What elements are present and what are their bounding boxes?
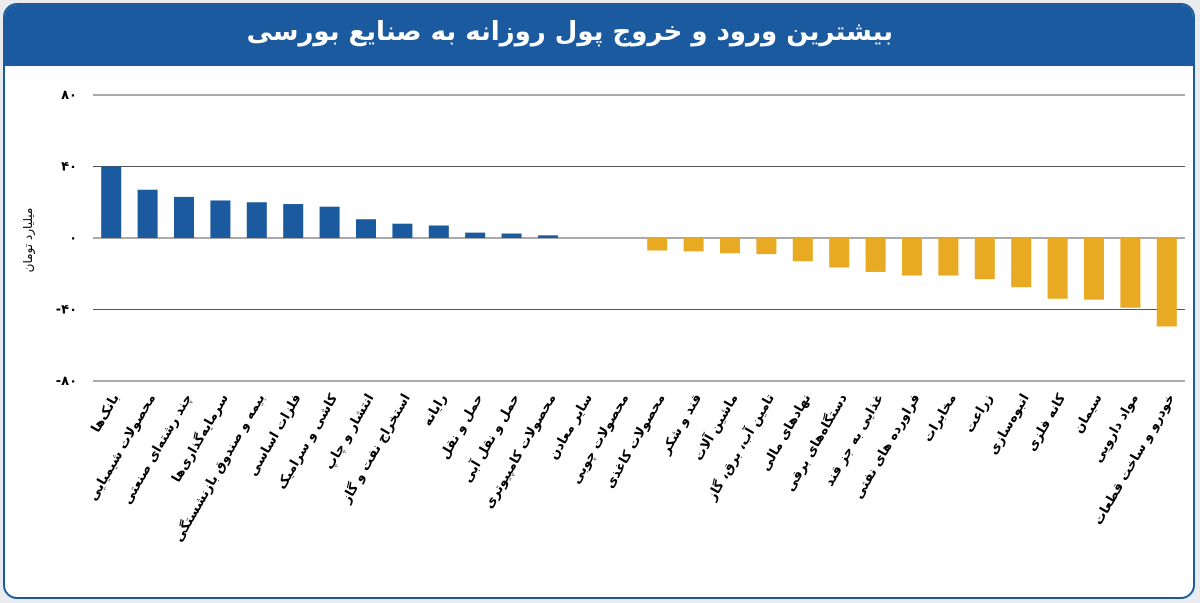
bar [647,238,668,251]
bar [683,238,704,252]
bar [501,233,522,238]
bar [1156,238,1177,327]
x-tick-label: بانک‌ها [89,392,123,436]
x-tick-label: سیمان [1071,392,1105,437]
bar [829,238,850,268]
bar [392,223,413,238]
bars [101,166,1177,327]
chart-frame: بیشترین ورود و خروج پول روزانه به صنایع … [3,3,1195,599]
y-tick-label: -۸۰ [56,374,77,389]
y-tick-label: -۴۰ [56,303,77,318]
bar [465,232,486,238]
bar [428,225,449,238]
bar [537,235,559,238]
bar [1047,238,1068,299]
x-tick-label: محصولات شیمیایی [86,392,159,504]
bar [319,206,340,238]
bar [719,238,741,254]
x-tick-label: فراورده های نفتی [851,392,923,502]
bar [792,238,813,262]
bar [756,238,777,255]
x-tick-label: رایانه [420,392,450,429]
x-tick-label: چند رشته‌ای صنعتی [120,392,195,508]
y-tick-label: ۸۰ [61,88,77,103]
bar [355,219,377,238]
bar [246,202,267,238]
bar [137,189,158,238]
x-tick-label: زراعت [962,392,996,436]
y-axis-ticks: ۸۰ ۴۰ ۰ -۴۰ -۸۰ [56,88,77,389]
bar [938,238,959,276]
x-tick-label: استخراج نفت و گاز [338,391,414,507]
bar [974,238,995,280]
bar [1011,238,1032,288]
bar [1120,238,1141,308]
y-axis-label: میلیارد تومان [21,208,36,273]
bar-chart: ۸۰ ۴۰ ۰ -۴۰ -۸۰ میلیارد تومان بانک‌هامحصولات… [21,88,1185,545]
bar [283,204,304,238]
x-tick-label: تامین آب، برق، گاز [702,391,777,505]
bar [1083,238,1105,300]
chart-title: بیشترین ورود و خروج پول روزانه به صنایع … [246,17,893,47]
x-tick-label: مخابرات [920,392,959,445]
gridlines [93,94,1185,382]
bar [901,238,923,276]
bar [173,196,195,238]
y-tick-label: ۴۰ [61,160,77,175]
bar [865,238,886,272]
bar [210,200,231,238]
bar [101,166,122,238]
title-bar: بیشترین ورود و خروج پول روزانه به صنایع … [5,5,1193,66]
y-tick-label: ۰ [69,231,77,246]
